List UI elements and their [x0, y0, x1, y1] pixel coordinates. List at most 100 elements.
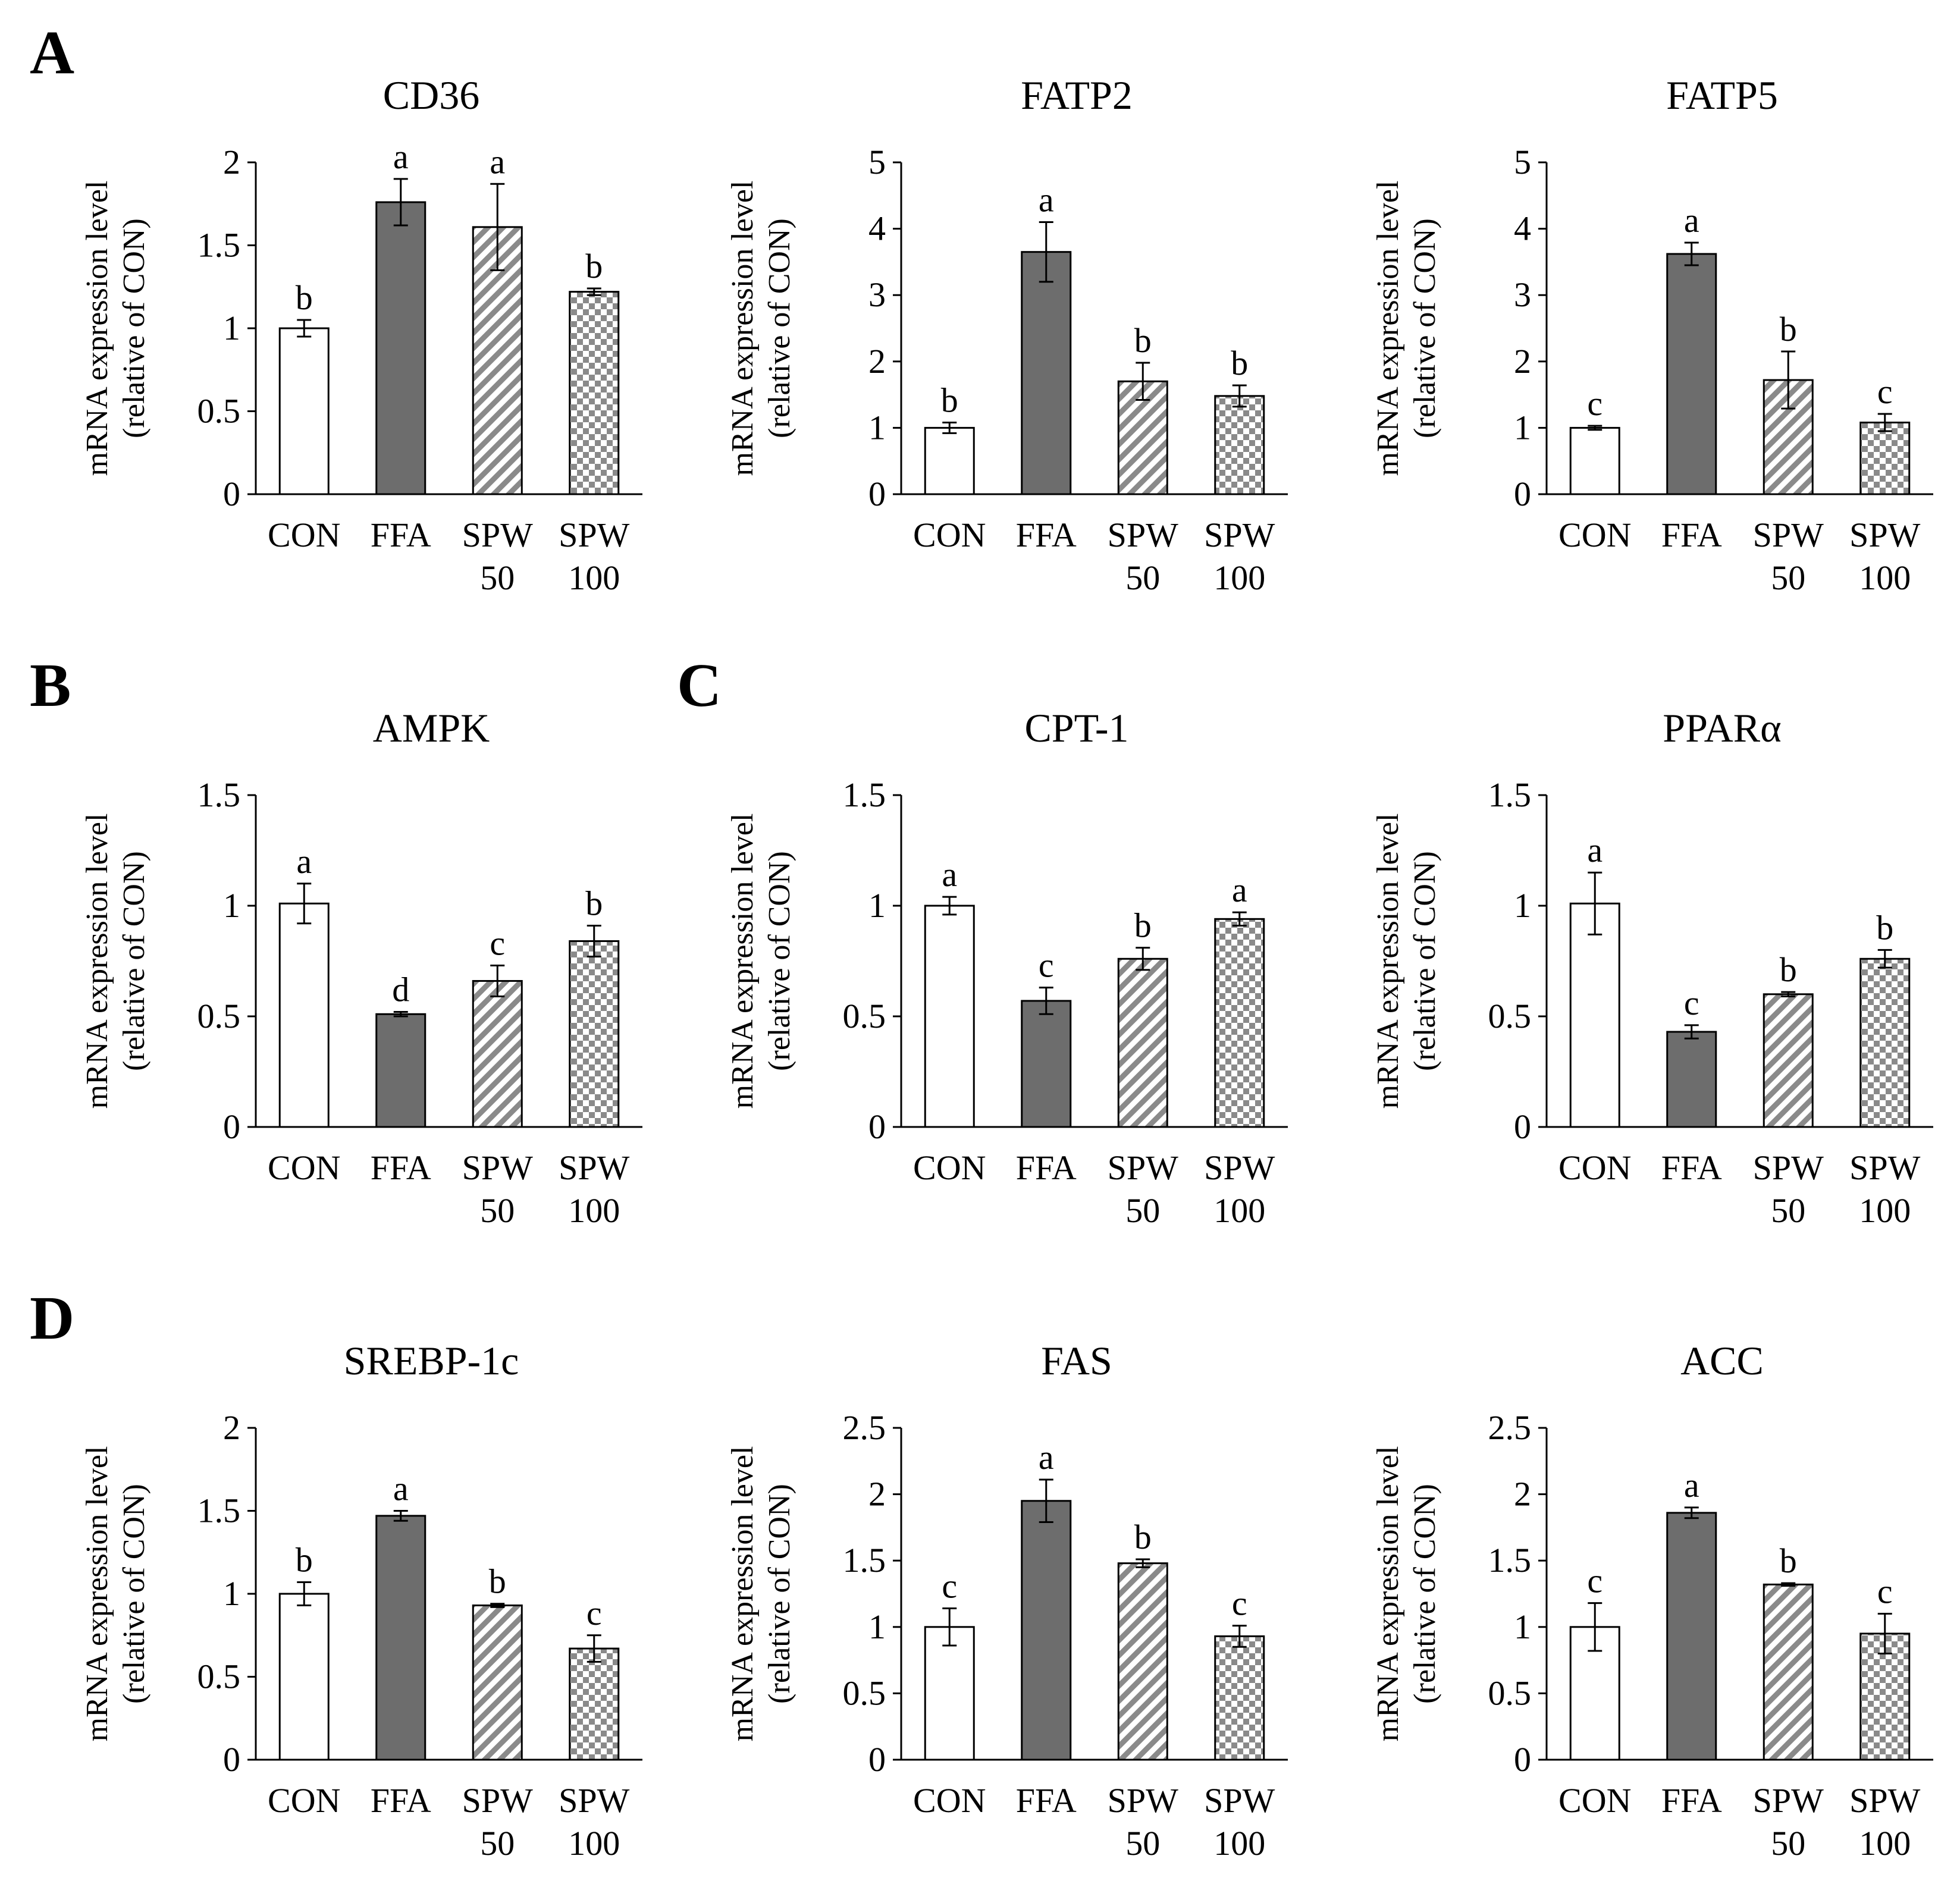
- y-tick-label: 2.5: [843, 1408, 886, 1447]
- x-category-label: SPW: [1204, 1781, 1275, 1820]
- y-tick-label: 0: [868, 475, 886, 513]
- significance-letter: a: [1039, 1438, 1054, 1477]
- y-axis-label-line: mRNA expression level: [1371, 1446, 1405, 1742]
- chart-cpt-1: CPT-1 mRNA expression level(relative of C…: [726, 705, 1288, 1230]
- significance-letter: b: [1134, 1518, 1152, 1556]
- x-category-label: SPW: [559, 516, 630, 554]
- y-axis-label-line: (relative of CON): [763, 851, 796, 1071]
- x-category-label: FFA: [1661, 516, 1722, 554]
- x-category-label: 100: [1859, 558, 1911, 597]
- bar-con: [278, 327, 330, 495]
- y-axis-label: mRNA expression level(relative of CON): [726, 814, 796, 1109]
- significance-letter: a: [942, 855, 957, 894]
- y-tick-label: 1.5: [197, 1492, 241, 1530]
- significance-letter: c: [942, 1567, 957, 1606]
- y-tick-label: 0: [223, 1107, 240, 1146]
- chart-title: ACC: [1680, 1338, 1764, 1383]
- x-category-label: CON: [268, 516, 340, 554]
- significance-letter: a: [490, 142, 505, 181]
- x-category-label: SPW: [462, 1148, 534, 1187]
- x-category-label: 50: [480, 558, 515, 597]
- y-tick-label: 2: [223, 1408, 240, 1447]
- significance-letter: c: [1232, 1584, 1247, 1623]
- x-category-label: SPW: [462, 1781, 534, 1820]
- bar-ffa: [1021, 1000, 1072, 1128]
- y-axis-label: mRNA expression level(relative of CON): [726, 181, 796, 476]
- x-category-label: CON: [1558, 1148, 1631, 1187]
- y-tick-label: 0: [868, 1740, 886, 1779]
- significance-letter: a: [1587, 831, 1603, 869]
- y-axis-label-line: mRNA expression level: [80, 1446, 114, 1742]
- x-category-label: 100: [1213, 558, 1265, 597]
- x-category-label: CON: [913, 1781, 986, 1820]
- significance-letter: b: [1876, 908, 1893, 947]
- y-tick-label: 2: [868, 1475, 886, 1514]
- significance-letter: b: [1780, 950, 1797, 989]
- y-axis-label-line: mRNA expression level: [80, 181, 114, 476]
- x-category-label: 50: [480, 1191, 515, 1230]
- significance-letter: c: [1587, 384, 1603, 423]
- y-tick-label: 0: [1514, 1740, 1531, 1779]
- x-category-label: 50: [1125, 1824, 1160, 1863]
- x-category-label: 50: [1125, 558, 1160, 597]
- y-tick-label: 1: [1514, 1607, 1531, 1646]
- x-category-label: SPW: [1753, 1148, 1824, 1187]
- x-category-label: SPW: [1849, 516, 1921, 554]
- y-axis-label-line: mRNA expression level: [1371, 814, 1405, 1109]
- chart-title: FATP5: [1666, 73, 1778, 118]
- chart-title: SREBP-1c: [344, 1338, 519, 1383]
- y-tick-label: 1: [1514, 886, 1531, 925]
- y-tick-label: 0.5: [1488, 997, 1532, 1035]
- bar-ffa: [1021, 1500, 1072, 1761]
- y-tick-label: 4: [1514, 209, 1531, 248]
- x-category-label: 100: [1213, 1191, 1265, 1230]
- chart-title: AMPK: [373, 705, 490, 751]
- bar-spw-50: [1763, 993, 1814, 1128]
- bar-ffa: [1666, 253, 1717, 495]
- chart-title: PPARα: [1663, 705, 1781, 751]
- significance-letter: b: [1134, 906, 1152, 945]
- significance-letter: a: [296, 842, 312, 881]
- chart-fas: FAS mRNA expression level(relative of CON…: [726, 1338, 1288, 1863]
- x-category-label: FFA: [1016, 1148, 1077, 1187]
- bar-con: [924, 905, 975, 1128]
- y-tick-label: 2.5: [1488, 1408, 1532, 1447]
- y-axis-label-line: (relative of CON): [763, 1484, 796, 1704]
- x-category-label: SPW: [1108, 516, 1179, 554]
- y-tick-label: 1: [223, 309, 240, 347]
- x-category-label: 100: [1859, 1191, 1911, 1230]
- significance-letter: c: [1039, 946, 1054, 985]
- panel-label-a: A: [30, 18, 74, 87]
- x-category-label: CON: [913, 1148, 986, 1187]
- significance-letter: b: [585, 247, 603, 285]
- x-category-label: SPW: [1753, 516, 1824, 554]
- bar-ffa: [1666, 1512, 1717, 1761]
- y-tick-label: 2: [868, 342, 886, 381]
- y-tick-label: 0.5: [1488, 1673, 1532, 1712]
- significance-letter: b: [489, 1562, 506, 1601]
- x-category-label: CON: [913, 516, 986, 554]
- y-tick-label: 1.5: [197, 775, 241, 814]
- y-axis-label-line: (relative of CON): [1408, 851, 1442, 1071]
- significance-letter: b: [585, 884, 603, 922]
- bar-con: [278, 1593, 330, 1761]
- x-category-label: SPW: [559, 1781, 630, 1820]
- significance-letter: b: [941, 381, 958, 419]
- bar-spw-100: [1214, 1635, 1265, 1761]
- bar-ffa: [375, 201, 427, 495]
- x-category-label: FFA: [1661, 1781, 1722, 1820]
- x-category-label: SPW: [1753, 1781, 1824, 1820]
- y-axis-label: mRNA expression level(relative of CON): [80, 1446, 151, 1742]
- significance-letter: b: [296, 278, 313, 317]
- y-tick-label: 1: [868, 408, 886, 447]
- y-axis-label-line: (relative of CON): [1408, 218, 1442, 438]
- y-tick-label: 1: [868, 886, 886, 925]
- bar-spw-100: [1859, 957, 1911, 1128]
- significance-letter: a: [1232, 871, 1247, 909]
- chart-ampk: AMPK mRNA expression level(relative of CO…: [80, 705, 642, 1230]
- significance-letter: c: [1684, 984, 1699, 1022]
- chart-srebp-1c: SREBP-1c mRNA expression level(relative o…: [80, 1338, 642, 1863]
- y-axis-label-line: mRNA expression level: [80, 814, 114, 1109]
- significance-letter: a: [1684, 1466, 1699, 1505]
